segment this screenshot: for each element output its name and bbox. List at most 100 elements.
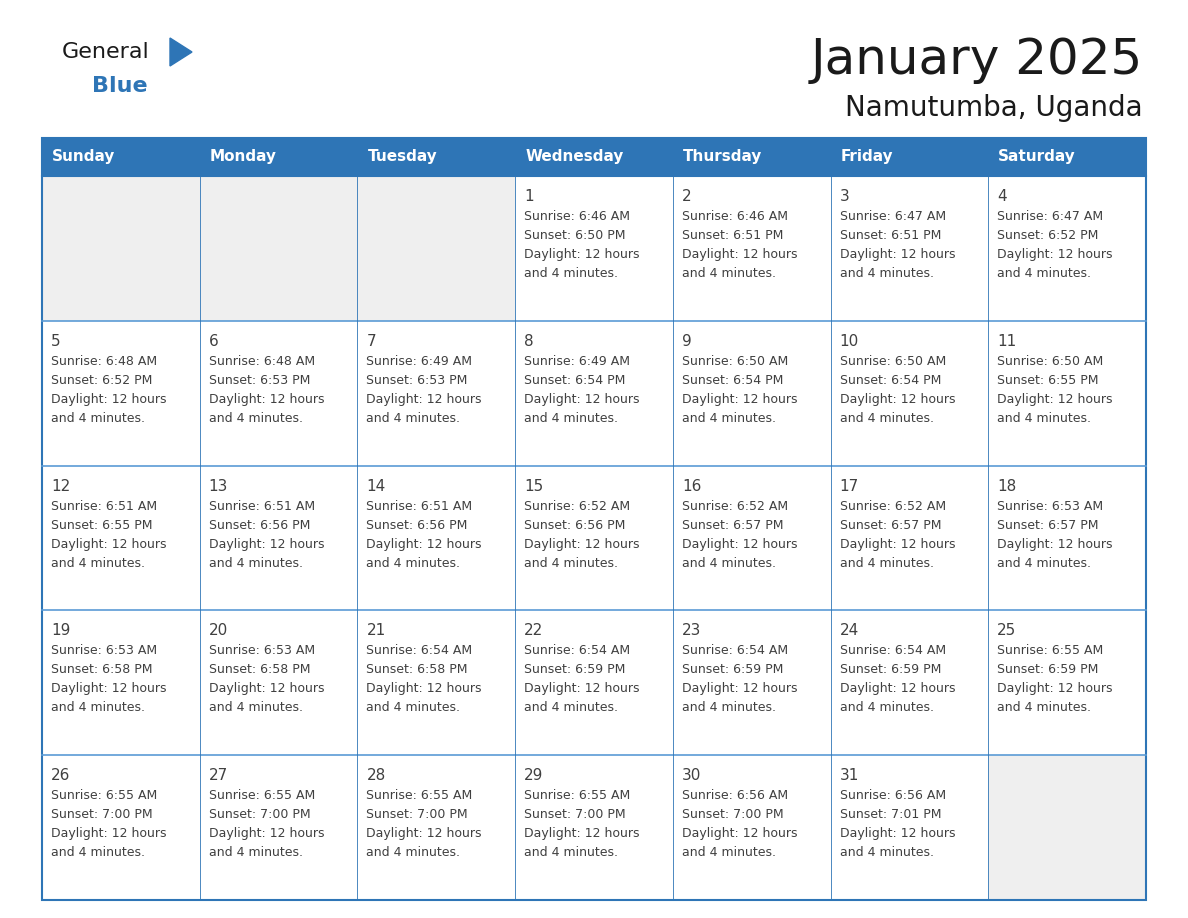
Text: and 4 minutes.: and 4 minutes. <box>209 701 303 714</box>
Text: Sunset: 6:59 PM: Sunset: 6:59 PM <box>682 664 783 677</box>
Text: January 2025: January 2025 <box>810 36 1143 84</box>
Text: 28: 28 <box>366 768 386 783</box>
Text: Sunset: 6:57 PM: Sunset: 6:57 PM <box>682 519 783 532</box>
Text: Sunrise: 6:55 AM: Sunrise: 6:55 AM <box>997 644 1104 657</box>
Text: Sunset: 6:50 PM: Sunset: 6:50 PM <box>524 229 626 242</box>
Text: Daylight: 12 hours: Daylight: 12 hours <box>209 682 324 696</box>
Text: Daylight: 12 hours: Daylight: 12 hours <box>524 248 639 261</box>
Text: and 4 minutes.: and 4 minutes. <box>366 846 461 859</box>
Text: Sunrise: 6:54 AM: Sunrise: 6:54 AM <box>840 644 946 657</box>
Text: Sunset: 6:56 PM: Sunset: 6:56 PM <box>366 519 468 532</box>
Text: and 4 minutes.: and 4 minutes. <box>209 846 303 859</box>
Bar <box>516 465 672 610</box>
Text: and 4 minutes.: and 4 minutes. <box>840 701 934 714</box>
Text: 21: 21 <box>366 623 386 638</box>
Bar <box>200 756 358 900</box>
Text: 10: 10 <box>840 334 859 349</box>
Text: 12: 12 <box>51 478 70 494</box>
Text: Sunrise: 6:55 AM: Sunrise: 6:55 AM <box>524 789 631 802</box>
Text: Sunset: 7:00 PM: Sunset: 7:00 PM <box>682 808 783 822</box>
Text: General: General <box>62 42 150 62</box>
Text: and 4 minutes.: and 4 minutes. <box>682 701 776 714</box>
Text: and 4 minutes.: and 4 minutes. <box>840 556 934 569</box>
Text: Sunset: 6:58 PM: Sunset: 6:58 PM <box>366 664 468 677</box>
Text: Sunset: 6:59 PM: Sunset: 6:59 PM <box>840 664 941 677</box>
Text: 2: 2 <box>682 189 691 204</box>
Text: Daylight: 12 hours: Daylight: 12 hours <box>682 538 797 551</box>
Text: 7: 7 <box>366 334 377 349</box>
Text: Sunset: 7:01 PM: Sunset: 7:01 PM <box>840 808 941 822</box>
Bar <box>988 320 1146 465</box>
Text: and 4 minutes.: and 4 minutes. <box>682 556 776 569</box>
Text: 8: 8 <box>524 334 533 349</box>
Text: Sunrise: 6:55 AM: Sunrise: 6:55 AM <box>209 789 315 802</box>
Text: Daylight: 12 hours: Daylight: 12 hours <box>997 248 1113 261</box>
Bar <box>830 465 988 610</box>
Bar <box>516 138 672 176</box>
Text: Sunset: 6:54 PM: Sunset: 6:54 PM <box>840 374 941 386</box>
Bar <box>358 138 516 176</box>
Text: Namutumba, Uganda: Namutumba, Uganda <box>846 94 1143 122</box>
Text: and 4 minutes.: and 4 minutes. <box>209 556 303 569</box>
Text: Daylight: 12 hours: Daylight: 12 hours <box>366 682 482 696</box>
Text: and 4 minutes.: and 4 minutes. <box>51 556 145 569</box>
Text: Sunrise: 6:53 AM: Sunrise: 6:53 AM <box>997 499 1104 512</box>
Text: 3: 3 <box>840 189 849 204</box>
Bar <box>42 610 200 756</box>
Text: Sunrise: 6:46 AM: Sunrise: 6:46 AM <box>524 210 630 223</box>
Bar <box>42 465 200 610</box>
Text: Tuesday: Tuesday <box>367 150 437 164</box>
Text: Daylight: 12 hours: Daylight: 12 hours <box>51 538 166 551</box>
Text: Sunrise: 6:51 AM: Sunrise: 6:51 AM <box>366 499 473 512</box>
Text: Sunset: 6:59 PM: Sunset: 6:59 PM <box>524 664 626 677</box>
Text: Sunrise: 6:56 AM: Sunrise: 6:56 AM <box>840 789 946 802</box>
Text: Daylight: 12 hours: Daylight: 12 hours <box>366 538 482 551</box>
Text: Sunset: 6:51 PM: Sunset: 6:51 PM <box>682 229 783 242</box>
Text: Sunrise: 6:49 AM: Sunrise: 6:49 AM <box>524 354 630 368</box>
Bar <box>672 320 830 465</box>
Text: and 4 minutes.: and 4 minutes. <box>997 701 1092 714</box>
Bar <box>358 610 516 756</box>
Text: 26: 26 <box>51 768 70 783</box>
Text: and 4 minutes.: and 4 minutes. <box>51 701 145 714</box>
Text: Sunrise: 6:48 AM: Sunrise: 6:48 AM <box>209 354 315 368</box>
Text: and 4 minutes.: and 4 minutes. <box>524 846 618 859</box>
Text: Sunrise: 6:53 AM: Sunrise: 6:53 AM <box>209 644 315 657</box>
Text: and 4 minutes.: and 4 minutes. <box>524 412 618 425</box>
Bar <box>42 176 200 320</box>
Text: Daylight: 12 hours: Daylight: 12 hours <box>51 393 166 406</box>
Text: 27: 27 <box>209 768 228 783</box>
Bar <box>988 465 1146 610</box>
Text: and 4 minutes.: and 4 minutes. <box>997 267 1092 280</box>
Text: Daylight: 12 hours: Daylight: 12 hours <box>209 393 324 406</box>
Bar <box>42 756 200 900</box>
Bar <box>358 176 516 320</box>
Text: Sunset: 6:56 PM: Sunset: 6:56 PM <box>524 519 626 532</box>
Text: Daylight: 12 hours: Daylight: 12 hours <box>524 393 639 406</box>
Bar <box>988 610 1146 756</box>
Text: Sunrise: 6:46 AM: Sunrise: 6:46 AM <box>682 210 788 223</box>
Text: Sunset: 6:54 PM: Sunset: 6:54 PM <box>524 374 626 386</box>
Text: and 4 minutes.: and 4 minutes. <box>366 412 461 425</box>
Text: Sunset: 7:00 PM: Sunset: 7:00 PM <box>209 808 310 822</box>
Text: Daylight: 12 hours: Daylight: 12 hours <box>366 827 482 840</box>
Text: Daylight: 12 hours: Daylight: 12 hours <box>840 827 955 840</box>
Text: and 4 minutes.: and 4 minutes. <box>51 412 145 425</box>
Text: 24: 24 <box>840 623 859 638</box>
Bar <box>672 176 830 320</box>
Text: Sunset: 7:00 PM: Sunset: 7:00 PM <box>524 808 626 822</box>
Text: Sunrise: 6:55 AM: Sunrise: 6:55 AM <box>51 789 157 802</box>
Text: and 4 minutes.: and 4 minutes. <box>524 556 618 569</box>
Text: Sunrise: 6:52 AM: Sunrise: 6:52 AM <box>682 499 788 512</box>
Text: 31: 31 <box>840 768 859 783</box>
Text: Daylight: 12 hours: Daylight: 12 hours <box>840 393 955 406</box>
Bar <box>672 610 830 756</box>
Text: Daylight: 12 hours: Daylight: 12 hours <box>524 827 639 840</box>
Text: Sunset: 6:54 PM: Sunset: 6:54 PM <box>682 374 783 386</box>
Text: 29: 29 <box>524 768 544 783</box>
Text: and 4 minutes.: and 4 minutes. <box>840 846 934 859</box>
Text: 18: 18 <box>997 478 1017 494</box>
Text: Sunrise: 6:47 AM: Sunrise: 6:47 AM <box>997 210 1104 223</box>
Text: 1: 1 <box>524 189 533 204</box>
Text: Sunrise: 6:52 AM: Sunrise: 6:52 AM <box>524 499 631 512</box>
